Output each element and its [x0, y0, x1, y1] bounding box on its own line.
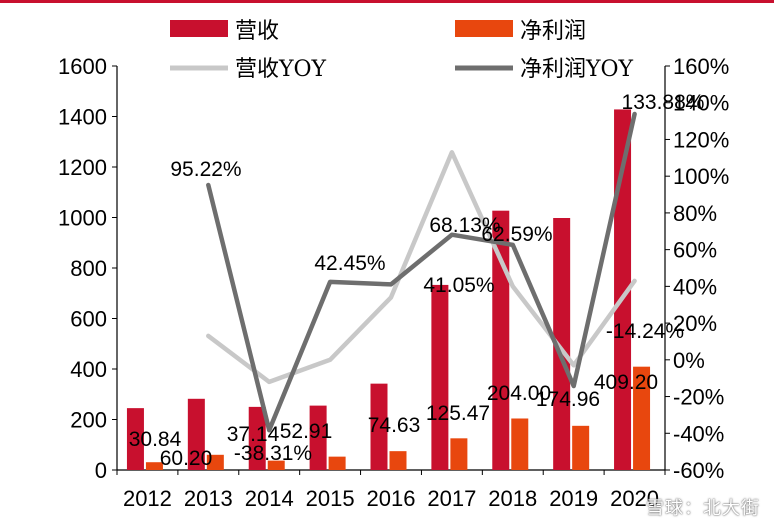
legend-label: 净利润YOY	[520, 57, 634, 82]
net-profit-data-label: 30.84	[129, 428, 182, 451]
right-tick-label: 140%	[673, 91, 729, 116]
x-tick-label: 2015	[306, 486, 355, 511]
revenue-bar	[492, 210, 510, 470]
revenue-bar	[126, 408, 144, 470]
right-tick-label: 80%	[673, 201, 717, 226]
net-profit-data-label: 60.20	[160, 447, 213, 470]
net-profit-yoy-data-label: 62.59%	[481, 223, 552, 246]
revenue-bar	[614, 109, 632, 471]
left-tick-label: 800	[70, 256, 107, 281]
left-tick-label: 200	[70, 408, 107, 433]
net-profit-data-label: 37.14	[227, 423, 280, 446]
net-profit-yoy-data-label: 133.88%	[622, 91, 705, 114]
left-tick-label: 0	[95, 458, 107, 483]
right-tick-label: 160%	[673, 54, 729, 79]
net-profit-bar	[206, 454, 224, 470]
right-tick-label: 40%	[673, 274, 717, 299]
net-profit-yoy-data-label: -38.31%	[234, 442, 312, 465]
left-tick-label: 400	[70, 357, 107, 382]
net-profit-yoy-data-label: 95.22%	[170, 158, 241, 181]
net-profit-data-label: 74.63	[368, 414, 421, 437]
x-tick-label: 2013	[184, 486, 233, 511]
right-tick-label: 120%	[673, 127, 729, 152]
left-tick-label: 1200	[58, 155, 107, 180]
right-tick-label: 20%	[673, 311, 717, 336]
net-profit-yoy-data-label: 41.05%	[423, 274, 494, 297]
right-tick-label: 0%	[673, 348, 705, 373]
net-profit-bar	[572, 425, 590, 470]
net-profit-bar	[328, 456, 346, 470]
net-profit-data-label: 52.91	[280, 420, 333, 443]
x-tick-label: 2014	[245, 486, 294, 511]
top-accent-line	[0, 0, 774, 3]
revenue-bar	[309, 405, 327, 470]
right-tick-label: -60%	[673, 458, 724, 483]
net-profit-yoy-data-label: -14.24%	[606, 320, 684, 343]
net-profit-yoy-data-label: 68.13%	[429, 214, 500, 237]
legend-swatch	[455, 20, 513, 37]
x-tick-label: 2020	[610, 486, 659, 511]
right-tick-label: -20%	[673, 385, 724, 410]
x-tick-label: 2019	[549, 486, 598, 511]
net-profit-data-label: 204.00	[487, 382, 551, 405]
net-profit-data-label: 125.47	[426, 402, 490, 425]
legend-label: 营收	[235, 19, 279, 44]
revenue-yoy-line	[206, 150, 637, 385]
revenue-bar	[553, 218, 571, 470]
net-profit-bar	[450, 438, 468, 470]
right-tick-label: 100%	[673, 164, 729, 189]
legend-swatch	[170, 20, 228, 37]
net-profit-bar	[267, 460, 285, 470]
net-profit-bar	[145, 462, 163, 470]
legend-label: 营收YOY	[235, 57, 327, 82]
x-tick-label: 2018	[488, 486, 537, 511]
net-profit-bar	[633, 366, 651, 470]
x-tick-label: 2017	[427, 486, 476, 511]
watermark: 雪球：北大街	[646, 498, 760, 518]
net-profit-yoy-line	[206, 111, 637, 433]
net-profit-yoy-data-label: 42.45%	[314, 252, 385, 275]
revenue-bar	[187, 398, 205, 470]
net-profit-bar	[389, 451, 407, 470]
right-tick-label: -40%	[673, 421, 724, 446]
x-tick-label: 2016	[367, 486, 416, 511]
net-profit-bar	[511, 418, 529, 470]
left-tick-label: 600	[70, 307, 107, 332]
left-tick-label: 1600	[58, 54, 107, 79]
revenue-bar	[431, 284, 449, 470]
legend-label: 净利润	[520, 19, 586, 44]
net-profit-data-label: 174.96	[536, 388, 600, 411]
left-tick-label: 1400	[58, 105, 107, 130]
revenue-bar	[370, 383, 388, 470]
x-tick-label: 2012	[123, 486, 172, 511]
net-profit-data-label: 409.20	[594, 371, 658, 394]
left-tick-label: 1000	[58, 206, 107, 231]
right-tick-label: 60%	[673, 238, 717, 263]
revenue-bar	[248, 406, 266, 470]
